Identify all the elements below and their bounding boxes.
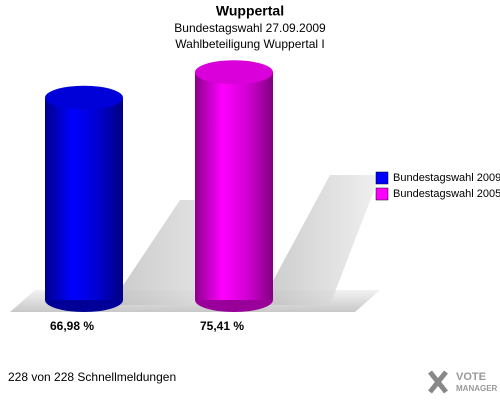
value-label: 66,98 %: [50, 319, 94, 333]
bar-top: [45, 85, 123, 110]
chart-subtitle: Bundestagswahl 27.09.2009: [174, 21, 326, 35]
logo-icon: [428, 370, 448, 394]
legend-label: Bundestagswahl 2009: [393, 172, 500, 184]
footer: 228 von 228 Schnellmeldungen: [8, 370, 176, 384]
legend-label: Bundestagswahl 2005: [393, 188, 500, 200]
shadow: [260, 175, 380, 305]
bar: [45, 97, 123, 300]
bar: [195, 72, 273, 300]
bar-top: [195, 60, 273, 85]
chart-title: Wuppertal: [216, 3, 284, 19]
chart-subtitle: Wahlbeteiligung Wuppertal I: [175, 37, 324, 51]
legend-swatch: [375, 187, 389, 201]
logo: VOTE MANAGER: [428, 370, 498, 394]
legend-swatch: [375, 171, 389, 185]
logo-text: VOTE: [456, 371, 486, 383]
value-label: 75,41 %: [200, 319, 244, 333]
logo-text: MANAGER: [456, 384, 498, 393]
